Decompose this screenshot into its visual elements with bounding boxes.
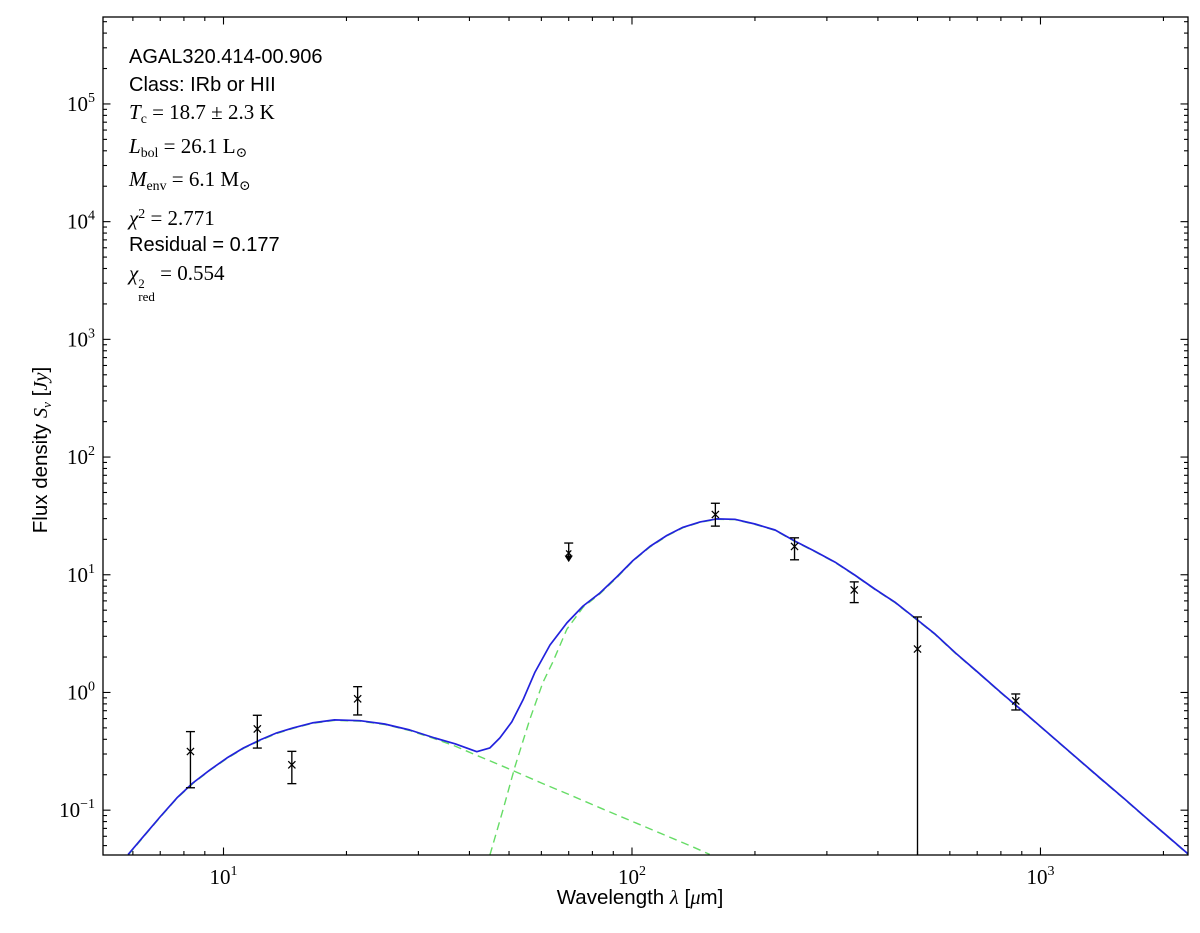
model-curves bbox=[127, 518, 1188, 855]
data-points bbox=[185, 502, 1021, 855]
y-tick-label: 104 bbox=[67, 209, 95, 234]
axis-ticks bbox=[103, 17, 1188, 855]
source-name: AGAL320.414-00.906 bbox=[129, 46, 323, 68]
data-point bbox=[710, 502, 720, 527]
upper-limit-arrow bbox=[564, 555, 573, 563]
axes-frame bbox=[102, 16, 1189, 856]
data-point bbox=[185, 730, 195, 789]
x-axis-label: Wavelength λ [μm] bbox=[556, 886, 724, 909]
data-point bbox=[1011, 693, 1021, 711]
data-point bbox=[564, 542, 574, 563]
class-line: Class: IRb or HII bbox=[129, 73, 276, 96]
data-point bbox=[252, 714, 262, 749]
data-point bbox=[287, 750, 297, 785]
x-tick-label: 101 bbox=[209, 864, 237, 889]
reduced-chi-squared-line: χ 2 red = 0.554 bbox=[129, 260, 225, 305]
component-curve-dashed bbox=[489, 518, 1188, 855]
y-axis-label: Flux density Sν [Jy] bbox=[29, 366, 54, 534]
component-curve-dashed bbox=[127, 719, 710, 855]
data-point bbox=[913, 616, 923, 855]
data-point bbox=[849, 581, 859, 604]
data-point bbox=[790, 537, 800, 561]
bolometric-luminosity-line: Lbol = 26.1 L⊙ bbox=[129, 133, 248, 160]
residual-line: Residual = 0.177 bbox=[129, 234, 280, 257]
tick-labels: 101 102 103 10−1 100 101 102 103 104 105 bbox=[59, 91, 1054, 889]
x-tick-label: 102 bbox=[618, 864, 646, 889]
y-tick-label: 102 bbox=[67, 444, 95, 469]
annotation-box: AGAL320.414-00.906 Class: IRb or HII Tc … bbox=[129, 44, 323, 304]
sun-symbol: ⊙ bbox=[235, 144, 248, 160]
x-tick-label: 103 bbox=[1026, 864, 1054, 889]
y-tick-label: 10−1 bbox=[59, 797, 95, 822]
y-tick-label: 100 bbox=[67, 679, 95, 704]
envelope-mass-line: Menv = 6.1 M⊙ bbox=[129, 167, 251, 193]
total-model-curve bbox=[127, 518, 1188, 855]
y-tick-label: 105 bbox=[67, 91, 95, 116]
dust-temperature-line: Tc = 18.7 ± 2.3 K bbox=[129, 100, 275, 127]
y-tick-label: 101 bbox=[67, 562, 95, 587]
data-point bbox=[353, 685, 363, 716]
chi-squared-line: χ2 = 2.771 bbox=[129, 205, 215, 230]
y-tick-label: 103 bbox=[67, 326, 95, 351]
sun-symbol: ⊙ bbox=[239, 178, 251, 193]
